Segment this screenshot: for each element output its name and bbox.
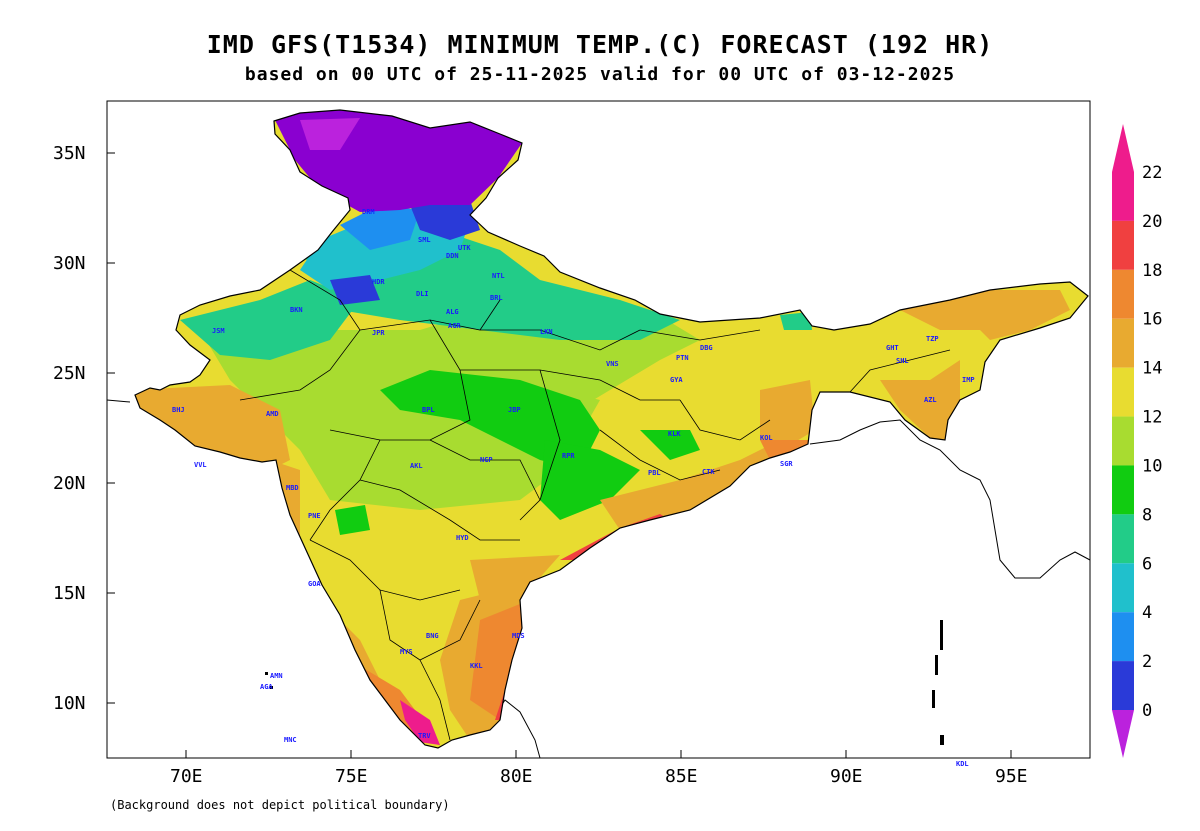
x-tick-label: 80E xyxy=(500,766,533,787)
station-label: TRV xyxy=(418,732,431,740)
station-label: ALG xyxy=(446,308,459,316)
station-label: IMP xyxy=(962,376,975,384)
station-label: HYD xyxy=(456,534,469,542)
station-label: AGR xyxy=(448,322,461,330)
colorbar-label: 0 xyxy=(1142,701,1152,721)
station-label: GOA xyxy=(308,580,321,588)
state-boundaries xyxy=(239,269,951,741)
station-label: VVL xyxy=(194,461,207,469)
station-label: DBG xyxy=(700,344,713,352)
x-tick-label: 90E xyxy=(830,766,863,787)
station-label: GHT xyxy=(886,344,899,352)
map-title: IMD GFS(T1534) MINIMUM TEMP.(C) FORECAST… xyxy=(206,30,994,59)
y-tick-label: 25N xyxy=(53,363,86,384)
station-label: DDN xyxy=(446,252,459,260)
station-label: BNG xyxy=(426,632,439,640)
station-label: AZL xyxy=(924,396,937,404)
station-label: GYA xyxy=(670,376,683,384)
colorbar-label: 8 xyxy=(1142,505,1152,525)
india-outline xyxy=(134,109,1089,749)
y-tick-label: 30N xyxy=(53,253,86,274)
colorbar-band xyxy=(1112,514,1134,564)
station-label: RPR xyxy=(562,452,575,460)
x-tick-label: 85E xyxy=(665,766,698,787)
colorbar-band xyxy=(1112,269,1134,319)
colorbar-label: 6 xyxy=(1142,554,1152,574)
colorbar-band xyxy=(1112,661,1134,710)
colorbar-label: 2 xyxy=(1142,652,1152,672)
station-label: MYS xyxy=(400,648,413,656)
station-labels: DRM SML UTK DDN HDR NTL BRL DLI ALG AGR … xyxy=(172,208,975,768)
station-label: TZP xyxy=(926,335,939,343)
station-label: HDR xyxy=(372,278,385,286)
x-axis: 70E 75E 80E 85E 90E 95E xyxy=(170,750,1028,787)
x-tick-label: 70E xyxy=(170,766,203,787)
colorbar-below-arrow xyxy=(1112,710,1134,758)
colorbar-band xyxy=(1112,367,1134,417)
station-label: SGR xyxy=(780,460,793,468)
station-label: AMD xyxy=(266,410,279,418)
station-label: NTL xyxy=(492,272,505,280)
station-label: KDL xyxy=(956,760,969,768)
y-tick-label: 20N xyxy=(53,473,86,494)
station-label: MNC xyxy=(284,736,297,744)
colorbar-band xyxy=(1112,612,1134,662)
station-label: VNS xyxy=(606,360,619,368)
colorbar-band xyxy=(1112,563,1134,613)
colorbar-label: 10 xyxy=(1142,456,1162,476)
station-label: KLK xyxy=(668,430,681,438)
station-label: MBD xyxy=(286,484,299,492)
station-label: AGA xyxy=(260,683,273,691)
station-label: SML xyxy=(418,236,431,244)
station-label: UTK xyxy=(458,244,471,252)
station-label: CTK xyxy=(702,468,715,476)
station-label: NGP xyxy=(480,456,493,464)
colorbar-band xyxy=(1112,416,1134,466)
station-label: BRL xyxy=(490,294,503,302)
colorbar-band xyxy=(1112,220,1134,270)
y-tick-label: 35N xyxy=(53,143,86,164)
station-label: AMN xyxy=(270,672,283,680)
station-label: LKN xyxy=(540,328,553,336)
station-label: JSM xyxy=(212,327,225,335)
colorbar-label: 16 xyxy=(1142,310,1162,330)
y-tick-label: 15N xyxy=(53,583,86,604)
colorbar-label: 14 xyxy=(1142,359,1162,379)
colorbar-label: 20 xyxy=(1142,212,1162,232)
colorbar-above-arrow xyxy=(1112,124,1134,172)
x-tick-label: 95E xyxy=(995,766,1028,787)
colorbar-label: 18 xyxy=(1142,261,1162,281)
x-tick-label: 75E xyxy=(335,766,368,787)
station-label: PBL xyxy=(648,469,661,477)
island-markers xyxy=(265,620,944,745)
colorbar-band xyxy=(1112,318,1134,368)
station-label: PNE xyxy=(308,512,321,520)
colorbar-band xyxy=(1112,465,1134,515)
footnote: (Background does not depict political bo… xyxy=(110,798,450,812)
station-label: DRM xyxy=(362,208,375,216)
station-label: DLI xyxy=(416,290,429,298)
y-tick-label: 10N xyxy=(53,693,86,714)
map-subtitle: based on 00 UTC of 25-11-2025 valid for … xyxy=(244,64,956,85)
station-label: KOL xyxy=(760,434,773,442)
station-label: BKN xyxy=(290,306,303,314)
station-label: JPR xyxy=(372,329,385,337)
colorbar-label: 12 xyxy=(1142,408,1162,428)
station-label: BHJ xyxy=(172,406,185,414)
station-label: JBP xyxy=(508,406,521,414)
station-label: KKL xyxy=(470,662,483,670)
colorbar-label: 4 xyxy=(1142,603,1152,623)
colorbar-band xyxy=(1112,172,1134,221)
y-axis: 35N 30N 25N 20N 15N 10N xyxy=(53,143,115,714)
station-label: BPL xyxy=(422,406,435,414)
colorbar-label: 22 xyxy=(1142,163,1162,183)
station-label: SHL xyxy=(896,357,909,365)
station-label: PTN xyxy=(676,354,689,362)
station-label: AKL xyxy=(410,462,423,470)
colorbar: 0 2 4 6 8 10 12 14 16 18 20 22 xyxy=(1112,124,1162,758)
station-label: MDS xyxy=(512,632,525,640)
